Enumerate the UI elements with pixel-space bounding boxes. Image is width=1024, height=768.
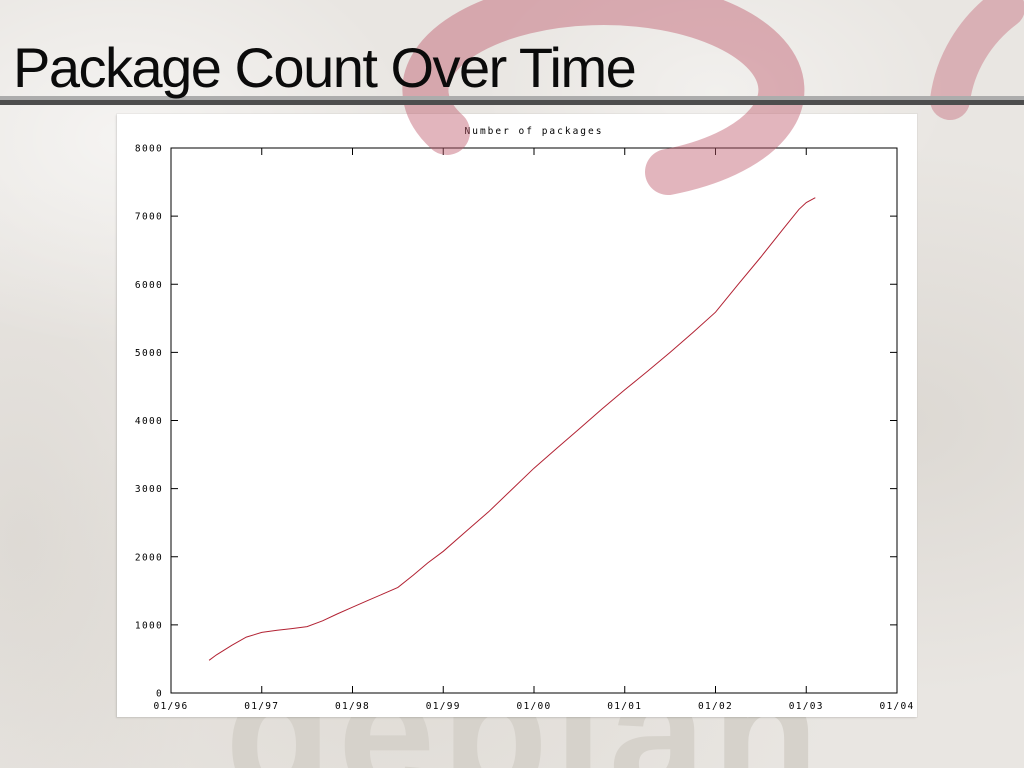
- packages-line-chart: 01/96 01/97 01/98 01/99 01/00 01/01 01/02 01/03…: [135, 126, 914, 712]
- x-tick-label: 01/01: [607, 701, 642, 712]
- y-tick-label: 1000: [135, 620, 163, 631]
- x-tick-label: 01/00: [516, 701, 551, 712]
- y-tick-label: 0: [156, 689, 163, 700]
- x-tick-label: 01/96: [153, 701, 188, 712]
- title-divider: [0, 96, 1024, 105]
- x-tick-label: 01/99: [426, 701, 461, 712]
- y-tick-label: 8000: [135, 144, 163, 155]
- x-tick-label: 01/04: [879, 701, 914, 712]
- x-tick-label: 01/02: [698, 701, 733, 712]
- x-tick-label: 01/98: [335, 701, 370, 712]
- y-tick-label: 4000: [135, 416, 163, 427]
- chart-title: Number of packages: [465, 126, 604, 137]
- slide-title: Package Count Over Time: [13, 36, 637, 99]
- y-tick-label: 3000: [135, 484, 163, 495]
- plot-border: [170, 147, 898, 694]
- chart-panel: 01/96 01/97 01/98 01/99 01/00 01/01 01/02 01/03…: [117, 114, 917, 717]
- debian-swirl-fragment: [930, 0, 1024, 120]
- y-tick-label: 7000: [135, 212, 163, 223]
- y-tick-label: 2000: [135, 552, 163, 563]
- y-tick-label: 6000: [135, 280, 163, 291]
- series-line-packages: [208, 197, 816, 661]
- x-tick-label: 01/97: [244, 701, 279, 712]
- y-tick-label: 5000: [135, 348, 163, 359]
- x-tick-label: 01/03: [789, 701, 824, 712]
